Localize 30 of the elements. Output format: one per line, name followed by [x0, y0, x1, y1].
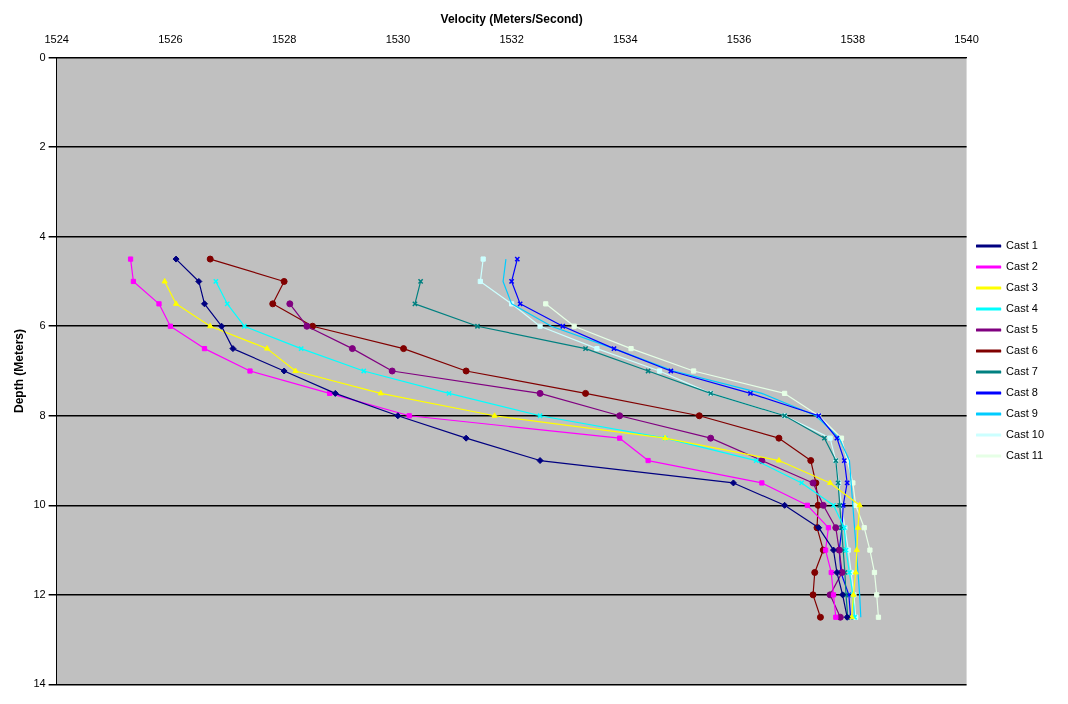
legend-label: Cast 7 [1006, 365, 1038, 378]
legend-label: Cast 3 [1006, 281, 1038, 294]
y-tick-label: 0 [39, 50, 46, 63]
x-tick-label: 1524 [44, 33, 69, 46]
x-tick-label: 1540 [954, 33, 979, 46]
x-axis-title: Velocity (Meters/Second) [440, 11, 583, 26]
y-tick-label: 14 [33, 677, 46, 690]
legend-label: Cast 1 [1006, 239, 1038, 252]
x-tick-label: 1538 [840, 33, 866, 46]
y-tick-label: 10 [33, 498, 46, 511]
x-tick-label: 1532 [499, 33, 524, 46]
legend-label: Cast 11 [1006, 449, 1044, 462]
x-tick-label: 1534 [613, 33, 638, 46]
legend-label: Cast 6 [1006, 344, 1038, 357]
x-tick-label: 1536 [726, 33, 752, 46]
legend-label: Cast 9 [1006, 407, 1038, 420]
legend-label: Cast 2 [1006, 260, 1038, 273]
y-tick-label: 8 [39, 408, 46, 421]
x-tick-label: 1530 [385, 33, 411, 46]
y-tick-label: 2 [39, 140, 46, 153]
x-tick-label: 1526 [158, 33, 183, 46]
x-tick-label: 1528 [271, 33, 297, 46]
legend-label: Cast 10 [1006, 428, 1045, 441]
y-tick-label: 4 [39, 229, 46, 242]
y-axis-title: Depth (Meters) [11, 328, 26, 414]
legend-label: Cast 4 [1006, 302, 1038, 315]
y-tick-label: 12 [33, 587, 46, 600]
y-tick-label: 6 [39, 319, 46, 332]
legend-label: Cast 5 [1006, 323, 1038, 336]
legend-label: Cast 8 [1006, 386, 1038, 399]
